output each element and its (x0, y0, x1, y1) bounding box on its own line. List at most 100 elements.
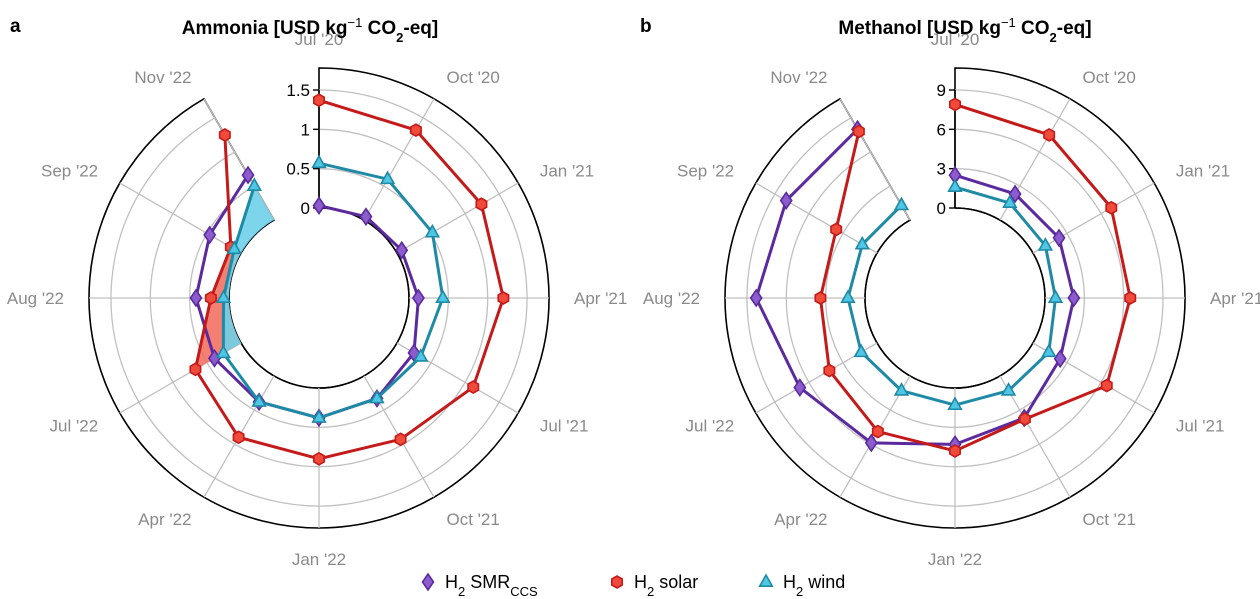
data-point-solar (313, 451, 325, 466)
data-point-wind (226, 240, 242, 255)
data-point-wind (1037, 237, 1054, 251)
data-point-wind (246, 177, 263, 191)
data-point-wind (311, 409, 327, 423)
data-point-smr (793, 378, 807, 397)
data-point-solar (814, 291, 827, 305)
grid-spoke (839, 98, 911, 221)
radial-tick-label: 0 (937, 199, 946, 218)
grid-circle (785, 128, 1125, 468)
data-point-wind (413, 348, 429, 362)
series-smr (749, 119, 1081, 454)
series-wind (840, 178, 1064, 411)
data-point-solar (497, 291, 510, 305)
month-label: Jan '21 (540, 162, 594, 181)
grid-spoke (203, 98, 275, 221)
data-point-wind (215, 344, 232, 359)
month-label: Jul '20 (295, 30, 344, 49)
data-point-smr (189, 288, 203, 308)
data-point-wind (893, 196, 910, 211)
data-point-solar (218, 127, 231, 142)
data-point-smr (864, 433, 878, 453)
grid-spoke (396, 182, 519, 254)
data-point-wind (435, 289, 451, 303)
panel-label: a (10, 16, 21, 37)
radial-tick-label: 9 (937, 81, 946, 100)
month-label: Sep '22 (41, 162, 98, 181)
data-point-smr (1053, 349, 1067, 369)
title-part: CO (1016, 18, 1050, 39)
month-label: Aug '22 (7, 289, 64, 308)
data-point-smr (779, 191, 793, 210)
month-label: Oct '20 (447, 68, 500, 87)
panel-title: Methanol [USD kg−1 CO2-eq] (838, 15, 1091, 45)
legend-label: H2 solar (634, 572, 698, 599)
month-label: Sep '22 (677, 162, 734, 181)
data-point-solar (871, 424, 884, 439)
data-point-solar (394, 432, 407, 447)
month-label: Jul '21 (540, 417, 589, 436)
data-point-wind (424, 223, 441, 238)
series-line (754, 128, 1076, 446)
data-point-solar (823, 363, 836, 378)
title-part: Ammonia [USD kg (182, 18, 348, 39)
data-point-wind (1000, 382, 1017, 396)
data-point-solar (1124, 291, 1137, 305)
title-part: -eq] (403, 18, 438, 39)
radial-tick-label: 0 (301, 199, 310, 218)
grid-circle (149, 128, 489, 468)
radial-tick-label: 1 (301, 120, 310, 139)
month-label: Jul '21 (1176, 417, 1225, 436)
radial-tick-label: 1.5 (286, 81, 310, 100)
data-point-solar (232, 430, 245, 445)
data-point-solar (949, 444, 961, 458)
data-point-solar (949, 97, 961, 112)
series-solar (814, 97, 1137, 458)
data-point-smr (749, 288, 763, 308)
panel-title: Ammonia [USD kg−1 CO2-eq] (182, 15, 438, 45)
legend: H2 SMRCCS H2 solar H2 wind (421, 572, 845, 599)
grid-circle (825, 168, 1085, 428)
series-smr (189, 165, 425, 428)
data-point-solar (204, 291, 217, 305)
month-label: Oct '20 (1083, 68, 1136, 87)
month-label: Jul '22 (50, 417, 99, 436)
grid-spoke (1032, 182, 1155, 254)
data-point-solar (830, 222, 843, 237)
inner-circle (864, 207, 1046, 389)
legend-item-solar: H2 solar (611, 572, 698, 599)
data-point-solar (1105, 200, 1118, 215)
grid-spoke (119, 182, 242, 254)
series-line (193, 98, 505, 461)
data-point-solar (189, 362, 202, 377)
month-label: Jan '22 (928, 550, 982, 569)
data-point-smr (241, 165, 255, 185)
data-point-wind (251, 393, 267, 407)
month-label: Jan '22 (292, 550, 346, 569)
data-point-smr (1008, 184, 1022, 204)
month-label: Jul '20 (931, 30, 980, 49)
month-label: Nov '22 (770, 68, 827, 87)
data-point-solar (852, 124, 865, 139)
legend-item-wind: H2 wind (758, 572, 845, 599)
legend-marker (421, 572, 435, 592)
legend-marker (758, 573, 774, 587)
data-point-wind (854, 235, 870, 250)
month-label: Aug '22 (643, 289, 700, 308)
data-point-wind (947, 396, 963, 411)
data-point-wind (369, 389, 385, 404)
data-point-solar (1018, 412, 1031, 427)
data-point-solar (475, 197, 488, 212)
data-point-wind (840, 289, 856, 303)
grid-spoke (363, 98, 435, 221)
data-point-solar (1100, 378, 1113, 393)
month-label: Jul '22 (686, 417, 735, 436)
title-part: Methanol [USD kg (838, 18, 1001, 39)
data-point-smr (203, 225, 217, 245)
data-point-wind (947, 178, 963, 193)
panel-label: b (640, 16, 652, 37)
title-part: −1 (348, 15, 363, 30)
inner-circle (228, 207, 410, 389)
data-point-wind (215, 289, 232, 303)
legend-label: H2 wind (783, 572, 845, 599)
title-part: -eq] (1057, 18, 1092, 39)
